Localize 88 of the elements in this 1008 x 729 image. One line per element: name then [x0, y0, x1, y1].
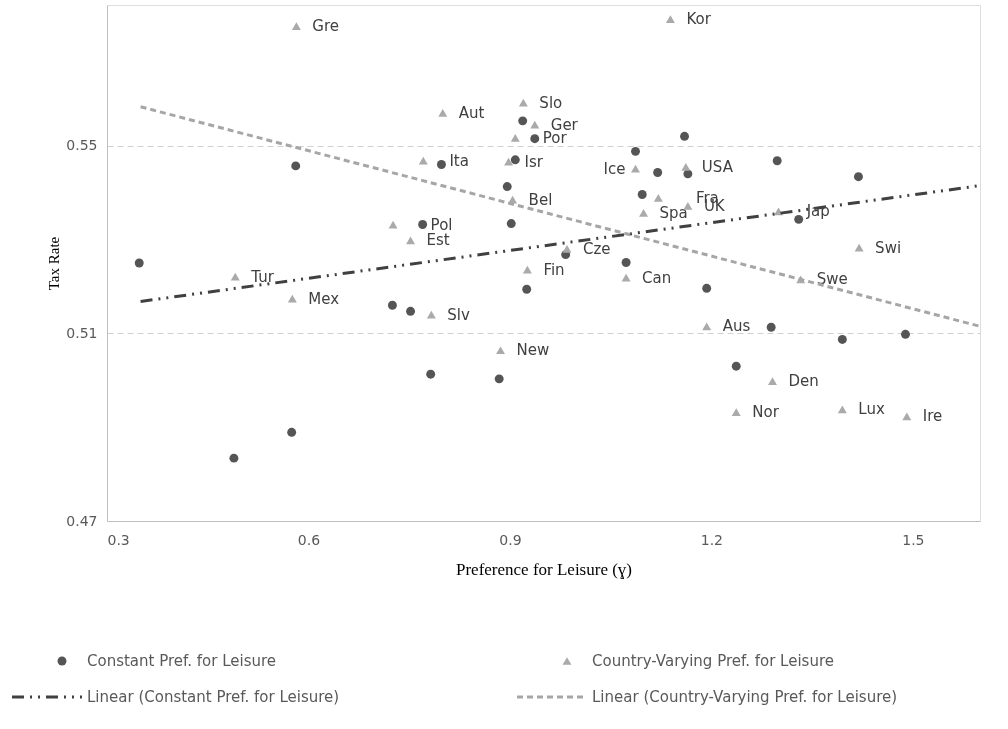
point	[653, 193, 663, 202]
point	[681, 162, 691, 171]
annotation: Swi	[875, 238, 902, 257]
annotation: Den	[788, 372, 819, 391]
point	[436, 160, 446, 169]
point	[229, 453, 239, 463]
y-tick-label: 0.47	[66, 512, 98, 529]
annotation: Aut	[458, 103, 485, 122]
annotation: Est	[426, 231, 450, 250]
point	[902, 412, 912, 421]
point	[731, 408, 741, 417]
annotation: Nor	[752, 403, 780, 422]
legend-label: Country-Varying Pref. for Leisure	[592, 652, 834, 670]
point	[653, 168, 663, 177]
y-tick-label: 0.51	[66, 324, 98, 341]
point	[504, 157, 514, 166]
point	[837, 405, 847, 414]
annotation: Fin	[543, 260, 565, 279]
point	[665, 15, 675, 23]
point	[637, 190, 647, 199]
point	[900, 329, 910, 339]
point	[794, 214, 804, 224]
x-tick-label: 0.9	[499, 531, 522, 548]
point	[518, 116, 528, 126]
annotation: Slv	[447, 305, 471, 324]
point	[387, 300, 397, 310]
point	[510, 133, 520, 142]
point	[418, 220, 428, 229]
point	[768, 377, 777, 386]
annotation: Bel	[528, 190, 553, 209]
point	[772, 156, 782, 166]
y-axis-title: Tax Rate	[46, 236, 63, 291]
annotation: New	[516, 341, 550, 360]
point	[426, 369, 436, 379]
point	[510, 155, 520, 165]
annotation: Spa	[659, 203, 688, 222]
annotation: Ita	[449, 151, 469, 170]
point	[562, 245, 572, 253]
x-axis-title: Preference for Leisure (ɣ)	[455, 559, 633, 579]
point	[530, 134, 540, 144]
annotation: Gre	[312, 17, 340, 36]
point	[496, 346, 505, 355]
point	[418, 156, 428, 165]
point	[291, 161, 301, 171]
point	[291, 22, 301, 30]
point	[406, 306, 416, 316]
annotation: Ice	[603, 159, 626, 178]
point	[680, 131, 689, 141]
point	[837, 335, 847, 344]
annotation: Ire	[922, 407, 943, 426]
annotation: Slo	[539, 93, 563, 112]
legend-label: Constant Pref. for Leisure	[87, 652, 277, 670]
point	[287, 294, 297, 303]
point	[631, 164, 640, 173]
annotation: Can	[642, 268, 672, 287]
annotation: Lux	[858, 400, 885, 419]
legend-label: Linear (Constant Pref. for Leisure)	[87, 688, 340, 706]
point	[438, 109, 448, 117]
point	[639, 208, 649, 217]
annotation: Mex	[308, 289, 340, 308]
point	[702, 322, 712, 331]
legend-label: Linear (Country-Varying Pref. for Leisure)	[592, 688, 898, 706]
x-tick-label: 0.6	[297, 531, 321, 548]
point	[621, 258, 631, 267]
annotation: Tur	[250, 267, 275, 286]
point	[502, 182, 512, 191]
annotation: Isr	[524, 152, 544, 171]
point	[731, 361, 741, 371]
point	[522, 284, 532, 294]
point	[134, 258, 144, 268]
annotation: Cze	[583, 239, 611, 258]
annotation: USA	[701, 157, 734, 176]
point	[506, 219, 516, 229]
point	[494, 374, 504, 384]
annotation: Kor	[686, 10, 712, 29]
x-tick-label: 0.3	[107, 531, 130, 548]
x-tick-label: 1.5	[902, 531, 925, 548]
point	[766, 322, 776, 332]
point	[702, 283, 712, 293]
point	[853, 172, 863, 182]
x-tick-label: 1.2	[700, 531, 724, 548]
y-tick-label: 0.55	[66, 137, 98, 154]
point	[287, 427, 297, 437]
annotation: Ger	[550, 115, 579, 134]
annotation: Swe	[816, 270, 848, 289]
point	[631, 146, 640, 156]
annotation: Pol	[430, 215, 453, 234]
annotation: Aus	[722, 317, 751, 336]
